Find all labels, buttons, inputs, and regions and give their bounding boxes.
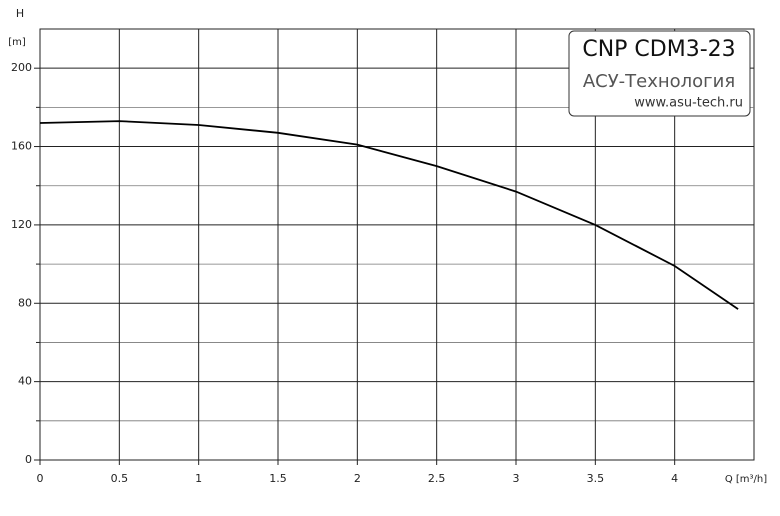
curve bbox=[39, 120, 739, 310]
x-axis-label: Q [m³/h] bbox=[725, 474, 767, 485]
x-tick-label: 2.5 bbox=[428, 472, 446, 485]
x-tick-label: 3 bbox=[513, 472, 520, 485]
x-tick-label: 3.5 bbox=[587, 472, 605, 485]
y-tick-label: 200 bbox=[11, 61, 32, 74]
x-tick-label: 1 bbox=[195, 472, 202, 485]
badge-company: АСУ-Технология bbox=[583, 71, 735, 92]
y-tick-label: 120 bbox=[11, 218, 32, 231]
x-tick-label: 0 bbox=[37, 472, 44, 485]
y-axis-unit: [m] bbox=[8, 37, 26, 48]
x-tick-label: 4 bbox=[671, 472, 678, 485]
y-tick-label: 160 bbox=[11, 140, 32, 153]
badge: CNP CDM3-23 АСУ-Технология www.asu-tech.… bbox=[568, 30, 751, 117]
badge-site: www.asu-tech.ru bbox=[634, 96, 743, 111]
badge-box bbox=[568, 30, 751, 117]
y-axis-label: H bbox=[16, 7, 24, 20]
badge-model: CNP CDM3-23 bbox=[582, 37, 735, 62]
y-tick-label: 80 bbox=[18, 296, 32, 309]
x-tick-label: 2 bbox=[354, 472, 361, 485]
x-tick-label: 1.5 bbox=[269, 472, 287, 485]
y-tick-label: 0 bbox=[25, 453, 32, 466]
y-tick-label: 40 bbox=[18, 375, 32, 388]
x-tick-label: 0.5 bbox=[111, 472, 129, 485]
